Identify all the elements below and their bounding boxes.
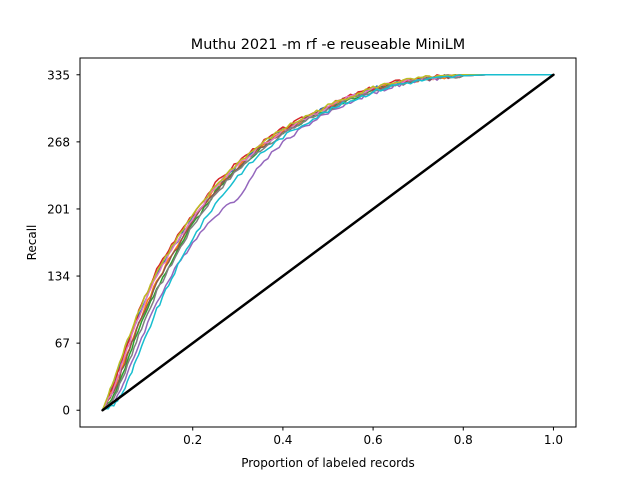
series-layer xyxy=(101,74,554,411)
y-tick-label: 268 xyxy=(47,135,70,149)
x-tick-label: 1.0 xyxy=(544,433,563,447)
y-axis-label: Recall xyxy=(25,225,39,261)
x-tick-label: 0.2 xyxy=(183,433,202,447)
plot-frame xyxy=(79,57,577,428)
y-tick-label: 335 xyxy=(47,68,70,82)
y-tick-label: 201 xyxy=(47,202,70,216)
x-axis-label: Proportion of labeled records xyxy=(241,456,415,470)
chart-title: Muthu 2021 -m rf -e reuseable MiniLM xyxy=(191,37,465,53)
y-tick-label: 67 xyxy=(55,337,70,351)
y-tick-label: 134 xyxy=(47,270,70,284)
random-baseline-line xyxy=(101,73,555,412)
recall-series-line xyxy=(102,74,554,411)
x-tick-label: 0.8 xyxy=(454,433,473,447)
x-tick-label: 0.4 xyxy=(273,433,292,447)
y-tick-label: 0 xyxy=(62,404,70,418)
ticks-layer: 0.2 0.4 0.6 0.8 1.0 0 67 134 201 268 335 xyxy=(47,68,563,447)
x-tick-label: 0.6 xyxy=(364,433,383,447)
